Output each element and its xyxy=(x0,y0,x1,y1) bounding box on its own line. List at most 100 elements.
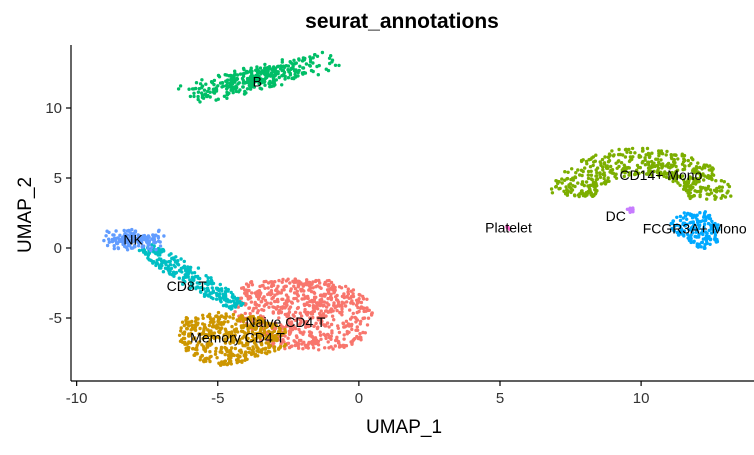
data-point xyxy=(243,311,247,316)
data-point xyxy=(693,189,697,193)
data-point xyxy=(277,75,281,80)
data-point xyxy=(290,301,294,305)
data-point xyxy=(580,180,585,184)
y-tick-label: -5 xyxy=(49,310,62,327)
data-point xyxy=(726,182,730,187)
data-point xyxy=(224,304,229,308)
data-point xyxy=(307,341,311,345)
data-point xyxy=(323,282,327,286)
data-point xyxy=(176,259,180,263)
data-point xyxy=(316,343,321,347)
data-point xyxy=(209,354,213,359)
data-point xyxy=(288,71,292,76)
data-point xyxy=(193,347,198,351)
data-point xyxy=(671,179,675,184)
data-point xyxy=(633,151,637,155)
data-point xyxy=(256,315,261,320)
data-point xyxy=(598,172,602,176)
data-point xyxy=(356,328,360,332)
data-point xyxy=(646,166,651,170)
data-point xyxy=(220,287,224,291)
data-point xyxy=(330,285,334,289)
data-point xyxy=(692,213,696,217)
data-point xyxy=(220,350,224,355)
data-point xyxy=(348,308,352,312)
data-point xyxy=(228,350,232,355)
data-point xyxy=(254,322,258,326)
data-point xyxy=(673,161,677,165)
cluster-label: Memory CD4 T xyxy=(190,330,285,346)
data-point xyxy=(676,233,681,237)
data-point xyxy=(233,302,238,307)
data-point xyxy=(244,335,248,340)
data-point xyxy=(105,229,109,233)
data-point xyxy=(557,187,561,191)
data-point xyxy=(299,314,304,318)
data-point xyxy=(297,323,302,327)
data-point xyxy=(309,331,314,335)
data-point xyxy=(637,155,641,159)
data-point xyxy=(293,69,298,74)
data-point xyxy=(332,301,336,305)
data-point xyxy=(251,314,255,319)
data-point xyxy=(288,289,293,293)
data-point xyxy=(354,320,358,324)
data-point xyxy=(645,172,649,176)
data-point xyxy=(122,228,126,233)
data-point xyxy=(309,312,313,316)
data-point xyxy=(624,167,628,172)
data-point xyxy=(570,167,574,171)
data-point xyxy=(153,240,158,244)
data-point xyxy=(149,259,154,263)
data-point xyxy=(265,321,269,326)
data-point xyxy=(293,277,297,281)
data-point xyxy=(699,245,703,249)
data-point xyxy=(314,295,318,299)
data-point xyxy=(276,330,281,334)
data-point xyxy=(283,77,287,81)
data-point xyxy=(233,346,238,351)
data-point xyxy=(214,314,218,318)
data-point xyxy=(329,345,333,349)
data-point xyxy=(117,239,121,244)
data-point xyxy=(133,230,138,234)
data-point xyxy=(237,359,241,363)
data-point xyxy=(333,304,337,308)
data-point xyxy=(257,319,261,323)
data-point xyxy=(202,328,206,333)
data-point xyxy=(356,305,360,310)
data-point xyxy=(214,297,219,301)
data-point xyxy=(594,190,598,195)
data-point xyxy=(233,305,238,309)
data-point xyxy=(359,337,363,341)
data-point xyxy=(275,65,280,69)
data-point xyxy=(200,93,205,98)
data-point xyxy=(638,165,642,170)
data-point xyxy=(598,175,603,180)
data-point xyxy=(318,333,323,337)
data-point xyxy=(284,305,288,309)
data-point xyxy=(720,185,724,189)
data-point xyxy=(663,170,667,174)
data-point xyxy=(691,157,695,162)
data-point xyxy=(248,311,252,316)
data-point xyxy=(715,188,719,193)
data-point xyxy=(234,322,238,326)
data-point xyxy=(208,350,212,354)
data-point xyxy=(206,280,211,284)
data-point xyxy=(198,289,203,294)
data-point xyxy=(249,79,253,83)
data-point xyxy=(705,197,709,201)
data-point xyxy=(586,184,590,188)
axes: -10 -5 0 5 10 -5 0 5 10 xyxy=(45,45,754,407)
data-point xyxy=(325,305,329,309)
data-point xyxy=(294,61,298,65)
data-point xyxy=(186,275,190,279)
data-point xyxy=(131,235,136,239)
data-point xyxy=(215,356,219,360)
data-point xyxy=(708,217,713,221)
data-point xyxy=(281,64,285,69)
data-point xyxy=(580,173,584,178)
data-point xyxy=(584,159,589,164)
